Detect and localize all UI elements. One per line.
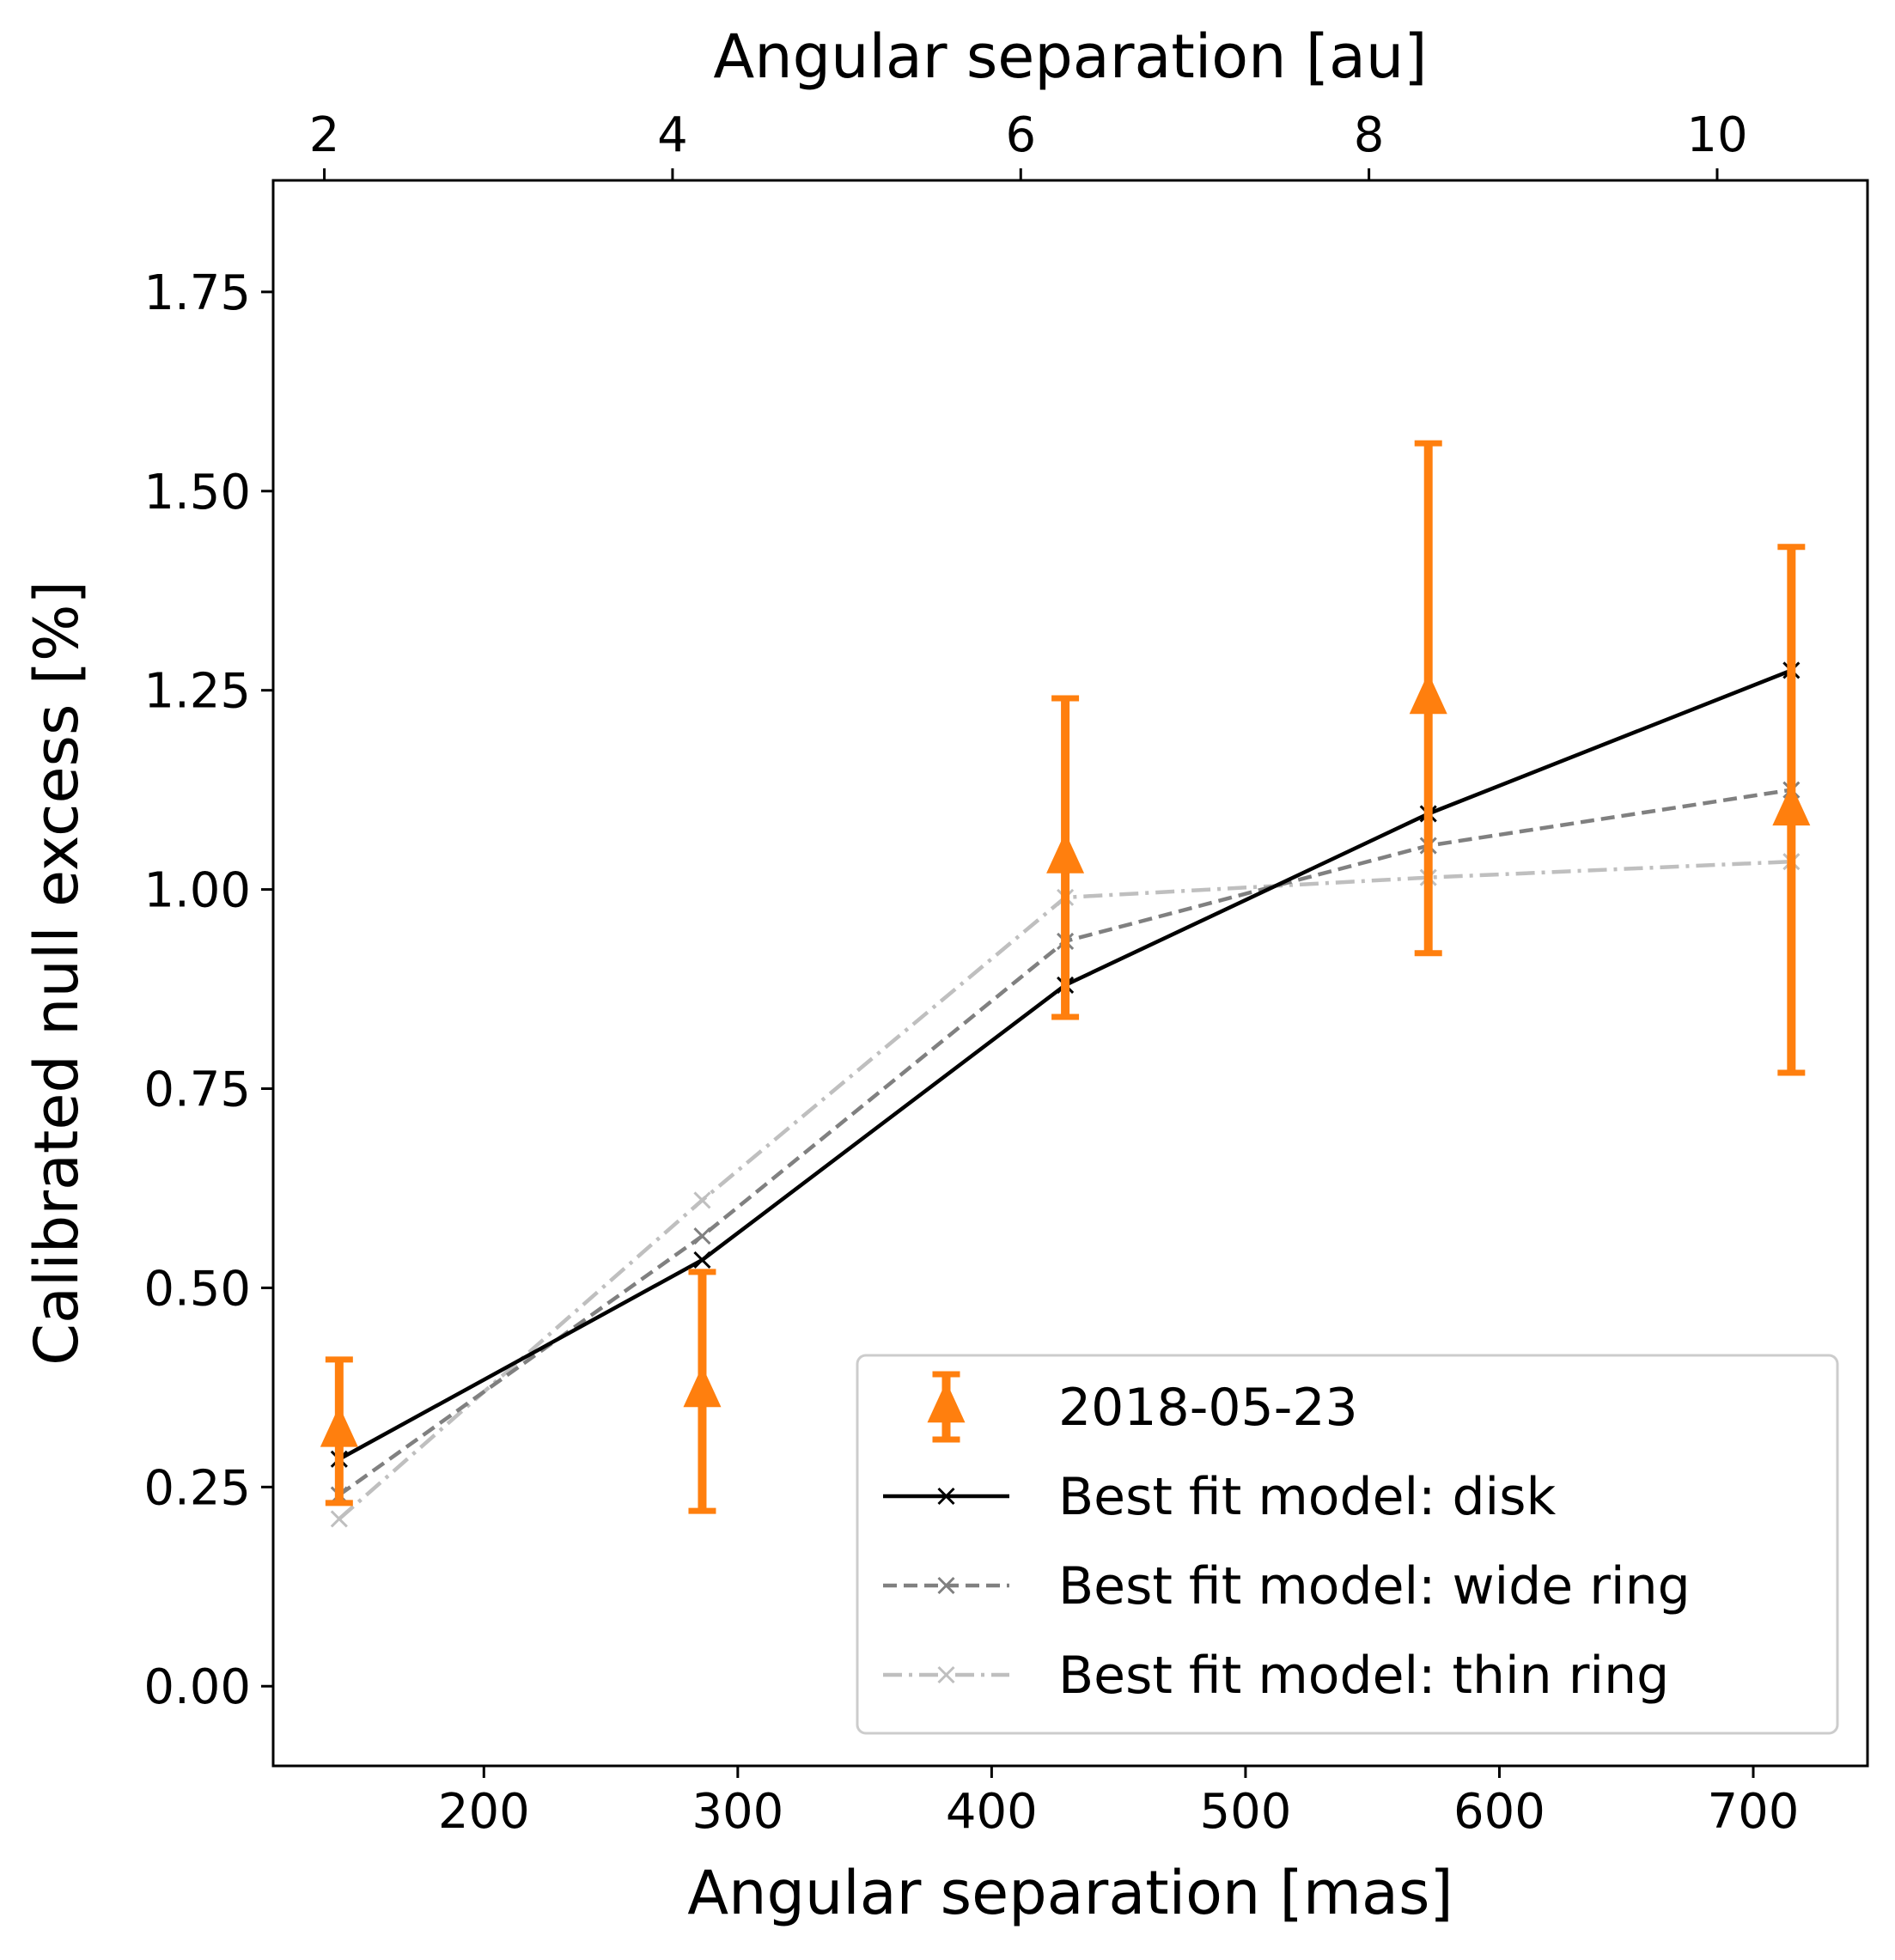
error-bar (1772, 544, 1811, 1076)
legend-label: Best fit model: disk (1058, 1467, 1556, 1527)
x-tick-label: 400 (946, 1784, 1038, 1840)
x-tick-label: 500 (1199, 1784, 1291, 1840)
error-bar (320, 1356, 358, 1507)
legend-label: Best fit model: wide ring (1058, 1556, 1691, 1616)
legend-entry-best-fit-model-wide-ring: Best fit model: wide ring (883, 1556, 1691, 1616)
y-tick-label: 1.75 (143, 265, 251, 321)
y-tick-label: 1.00 (143, 863, 251, 919)
legend-label: 2018-05-23 (1058, 1378, 1358, 1438)
measurement-point (683, 1366, 722, 1408)
x2-tick-label: 2 (309, 107, 340, 163)
x2-tick-label: 6 (1005, 107, 1036, 163)
x-tick-label: 200 (438, 1784, 530, 1840)
legend-box (856, 1354, 1839, 1735)
legend-x-marker (937, 1487, 955, 1506)
series-point-stroke (330, 1510, 348, 1528)
series-point (330, 1510, 348, 1528)
legend-x-marker-stroke (937, 1487, 955, 1506)
ticks-layer: 200 300 400 500 600 700 2 4 6 8 10 0.00 0.25 0.50 0.75… (143, 107, 1799, 1840)
x-axis-label: Angular separation [mas] (687, 1858, 1453, 1928)
error-bar (1409, 440, 1447, 957)
legend-entry-best-fit-model-disk: Best fit model: disk (883, 1467, 1556, 1527)
error-bar (683, 1269, 722, 1514)
y-tick-label: 0.00 (143, 1659, 251, 1715)
series-point (693, 1251, 711, 1269)
y-tick-label: 0.25 (143, 1460, 251, 1516)
x-tick-label: 700 (1708, 1784, 1800, 1840)
series-point (693, 1191, 711, 1209)
x2-tick-label: 8 (1354, 107, 1385, 163)
x2-tick-label: 4 (657, 107, 688, 163)
series-point-stroke (693, 1227, 711, 1245)
x2-tick-label: 10 (1686, 107, 1747, 163)
legend-label: Best fit model: thin ring (1058, 1646, 1669, 1706)
legend-entries: 2018-05-23 Best fit model: disk Best fit m… (883, 1371, 1691, 1706)
measurements-series (320, 440, 1811, 1514)
series-point-stroke (693, 1251, 711, 1269)
y-tick-label: 0.75 (143, 1062, 251, 1118)
legend-x-marker (937, 1576, 955, 1595)
x2-axis-label: Angular separation [au] (713, 21, 1427, 92)
plot-frame (271, 179, 1869, 1768)
legend-x-marker (937, 1665, 955, 1684)
legend-triangle-marker (927, 1381, 966, 1423)
y-tick-label: 1.25 (143, 664, 251, 720)
legend: 2018-05-23 Best fit model: disk Best fit m… (856, 1354, 1839, 1735)
legend-entry-measurements: 2018-05-23 (927, 1371, 1358, 1443)
y-tick-label: 1.50 (143, 465, 251, 520)
series-point-stroke (693, 1191, 711, 1209)
measurement-point (320, 1405, 358, 1447)
legend-entry-best-fit-model-thin-ring: Best fit model: thin ring (883, 1646, 1669, 1706)
measurement-point (1409, 673, 1447, 715)
x-tick-label: 300 (692, 1784, 783, 1840)
error-bar (1046, 695, 1085, 1020)
y-tick-label: 0.50 (143, 1261, 251, 1317)
plot-layer (320, 440, 1811, 1528)
measurement-point (1772, 784, 1811, 826)
series-point (693, 1227, 711, 1245)
x-tick-label: 600 (1453, 1784, 1545, 1840)
legend-x-marker-stroke (937, 1665, 955, 1684)
legend-x-marker-stroke (937, 1576, 955, 1595)
y-axis-label: Calibrated null excess [%] (21, 581, 92, 1366)
measurement-point (1046, 831, 1085, 873)
